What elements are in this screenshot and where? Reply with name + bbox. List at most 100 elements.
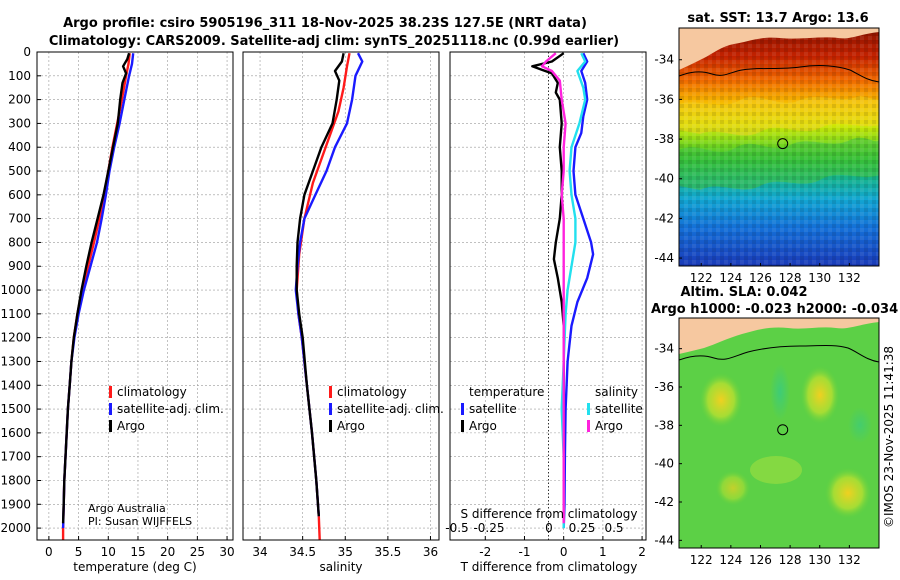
legend-swatch-argo bbox=[109, 420, 112, 432]
legend-satellite: satellite-adj. clim. bbox=[117, 402, 224, 416]
shelf-contour bbox=[679, 345, 879, 363]
x-tick-label: 34.5 bbox=[289, 545, 316, 559]
depth-tick-label: 700 bbox=[8, 212, 31, 226]
depth-tick-label: 300 bbox=[8, 116, 31, 130]
x-tick-label: 5 bbox=[75, 545, 83, 559]
salinity-lines bbox=[294, 52, 364, 540]
s-tick: 0.25 bbox=[569, 521, 596, 535]
argo-float-marker bbox=[777, 138, 789, 150]
legend-swatch-satellite bbox=[109, 403, 112, 415]
x-tick-label: 20 bbox=[160, 545, 175, 559]
sla-map-ticks: 122 124 126 128 130 132 -34 -36 -38 -40 -42 -44 bbox=[654, 342, 860, 567]
series-line-salinity-satellite bbox=[560, 52, 587, 529]
temperature-axis-label: temperature (deg C) bbox=[73, 560, 196, 574]
depth-tick-label: 100 bbox=[8, 69, 31, 83]
latitude-label: -44 bbox=[654, 251, 674, 265]
series-line-salinity-argo bbox=[540, 52, 567, 524]
depth-tick-label: 0 bbox=[23, 45, 31, 59]
latitude-label: -34 bbox=[654, 342, 674, 356]
salinity-legend: climatology satellite-adj. clim. Argo bbox=[329, 385, 444, 433]
latitude-label: -44 bbox=[654, 533, 674, 547]
s-difference-ticks: -0.5 -0.25 0 0.25 0.5 bbox=[445, 521, 623, 535]
sst-map-panel: sat. SST: 13.7 Argo: 13.6 122 124 126 128 13… bbox=[654, 11, 880, 285]
depth-tick-label: 200 bbox=[8, 93, 31, 107]
shelf-contour bbox=[679, 65, 879, 83]
longitude-label: 128 bbox=[779, 553, 802, 567]
legend-swatch-s-satellite bbox=[587, 403, 590, 415]
annotation-pi: PI: Susan WIJFFELS bbox=[88, 515, 192, 528]
series-line-argo bbox=[295, 52, 345, 517]
s-tick: 0.5 bbox=[604, 521, 623, 535]
sla-map-title-line2: Argo h1000: -0.023 h2000: -0.034 bbox=[651, 302, 898, 317]
temperature-panel: 0100200300400500600700800900100011001200… bbox=[0, 45, 234, 574]
x-tick-label: 10 bbox=[101, 545, 116, 559]
depth-tick-label: 500 bbox=[8, 164, 31, 178]
depth-tick-label: 1800 bbox=[0, 473, 31, 487]
legend-t-argo: Argo bbox=[469, 419, 497, 433]
longitude-label: 122 bbox=[690, 553, 713, 567]
sla-map-title-line1: Altim. SLA: 0.042 bbox=[681, 285, 808, 300]
legend-climatology: climatology bbox=[117, 385, 187, 399]
depth-tick-label: 1100 bbox=[0, 307, 31, 321]
depth-tick-label: 400 bbox=[8, 140, 31, 154]
x-tick-label: 1 bbox=[599, 545, 607, 559]
sst-map-ticks: 122 124 126 128 130 132 -34 -36 -38 -40 -42 -44 bbox=[654, 53, 860, 285]
latitude-label: -40 bbox=[654, 457, 674, 471]
x-tick-label: 0 bbox=[560, 545, 568, 559]
latitude-label: -42 bbox=[654, 495, 674, 509]
depth-tick-label: 1600 bbox=[0, 426, 31, 440]
latitude-label: -40 bbox=[654, 172, 674, 186]
temperature-grid bbox=[37, 51, 233, 540]
longitude-label: 130 bbox=[808, 271, 831, 285]
salinity-axis-ticks: 34 34.5 35 35.5 36 bbox=[252, 536, 438, 559]
longitude-label: 132 bbox=[838, 271, 861, 285]
longitude-label: 124 bbox=[719, 271, 742, 285]
salinity-axis-label: salinity bbox=[319, 560, 362, 574]
legend-swatch-t-satellite bbox=[461, 403, 464, 415]
longitude-label: 132 bbox=[838, 553, 861, 567]
legend-argo: Argo bbox=[117, 419, 145, 433]
s-tick: -0.25 bbox=[473, 521, 504, 535]
temperature-legend: climatology satellite-adj. clim. Argo bbox=[109, 385, 224, 433]
x-tick-label: 2 bbox=[638, 545, 646, 559]
difference-lines bbox=[531, 52, 595, 529]
latitude-label: -36 bbox=[654, 380, 674, 394]
legend-swatch-s-argo bbox=[587, 420, 590, 432]
longitude-label: 126 bbox=[749, 271, 772, 285]
annotation-argo-australia: Argo Australia bbox=[88, 502, 166, 515]
x-tick-label: 0 bbox=[45, 545, 53, 559]
x-tick-label: 34 bbox=[252, 545, 267, 559]
latitude-label: -38 bbox=[654, 132, 674, 146]
latitude-label: -38 bbox=[654, 418, 674, 432]
depth-tick-label: 2000 bbox=[0, 521, 31, 535]
s-tick: -0.5 bbox=[445, 521, 468, 535]
depth-tick-label: 1300 bbox=[0, 354, 31, 368]
legend-temperature-heading: temperature bbox=[469, 385, 544, 399]
s-difference-axis-label: S difference from climatology bbox=[461, 507, 638, 521]
legend-swatch-climatology bbox=[329, 386, 332, 398]
difference-panel: -2 -1 0 1 2 T difference from climatology S … bbox=[445, 51, 647, 574]
depth-tick-label: 1000 bbox=[0, 283, 31, 297]
land-mass bbox=[679, 28, 879, 70]
x-tick-label: 36 bbox=[423, 545, 438, 559]
depth-tick-label: 900 bbox=[8, 259, 31, 273]
latitude-label: -36 bbox=[654, 92, 674, 106]
series-line-argo bbox=[61, 52, 131, 524]
legend-swatch-climatology bbox=[109, 386, 112, 398]
longitude-label: 122 bbox=[690, 271, 713, 285]
sst-map-title: sat. SST: 13.7 Argo: 13.6 bbox=[687, 11, 868, 26]
legend-satellite: satellite-adj. clim. bbox=[337, 402, 444, 416]
figure-title-line2: Climatology: CARS2009. Satellite-adj cli… bbox=[49, 34, 619, 49]
legend-argo: Argo bbox=[337, 419, 365, 433]
s-tick: 0 bbox=[545, 521, 553, 535]
legend-salinity-heading: salinity bbox=[595, 385, 638, 399]
land-mass bbox=[679, 318, 879, 354]
depth-tick-label: 1200 bbox=[0, 331, 31, 345]
sla-map-panel: Altim. SLA: 0.042 Argo h1000: -0.023 h20… bbox=[651, 285, 898, 567]
longitude-label: 126 bbox=[749, 553, 772, 567]
temperature-axis-ticks: 0 5 10 15 20 25 30 bbox=[45, 536, 235, 559]
legend-climatology: climatology bbox=[337, 385, 407, 399]
legend-s-argo: Argo bbox=[595, 419, 623, 433]
depth-tick-label: 1700 bbox=[0, 450, 31, 464]
